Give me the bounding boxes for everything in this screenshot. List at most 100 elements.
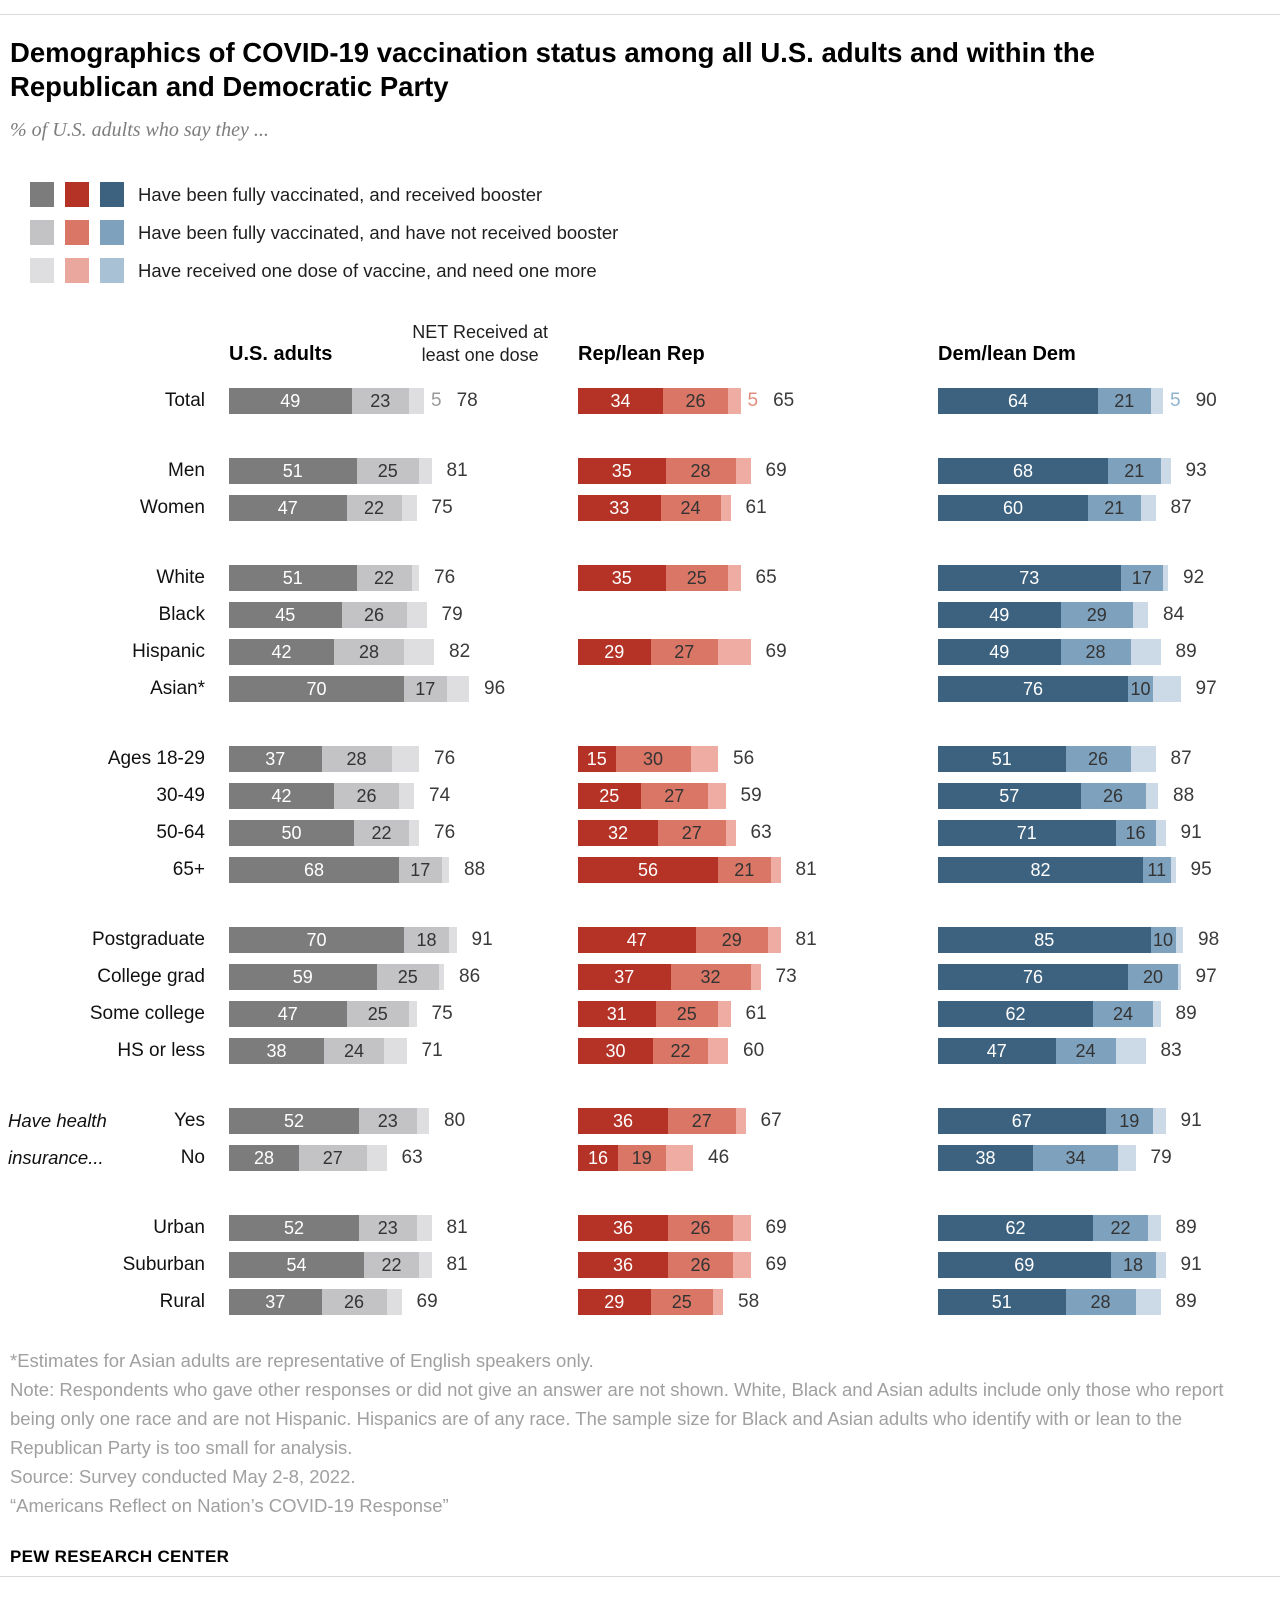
net-value: 91 — [1180, 822, 1202, 844]
row-label: Men — [168, 460, 205, 482]
bar-segment: 17 — [404, 676, 447, 703]
bar-segment: 57 — [938, 783, 1081, 810]
us-bar-cell: 28 27 63 — [205, 1145, 554, 1172]
column-headers: U.S. adults NET Received at least one do… — [10, 321, 1270, 366]
bar-segment: 45 — [229, 602, 342, 629]
us-stacked-bar: 42 26 — [229, 783, 414, 810]
net-value: 69 — [765, 460, 787, 482]
rep-stacked-bar: 30 22 — [578, 1038, 728, 1065]
rep-bar-cell: 37 32 73 — [554, 964, 914, 991]
net-value: 65 — [773, 390, 795, 412]
net-value: 63 — [401, 1147, 423, 1169]
dem-stacked-bar: 76 10 — [938, 676, 1181, 703]
us-stacked-bar: 37 26 — [229, 1289, 402, 1316]
us-stacked-bar: 70 17 — [229, 676, 469, 703]
bar-segment: 28 — [321, 746, 392, 773]
rep-stacked-bar: 35 25 — [578, 565, 741, 592]
net-value: 61 — [745, 497, 767, 519]
net-value: 76 — [434, 567, 456, 589]
us-stacked-bar: 51 25 — [229, 458, 432, 485]
bar-segment: 70 — [229, 676, 404, 703]
net-value: 93 — [1185, 460, 1207, 482]
bar-segment — [449, 927, 457, 954]
rep-bar-cell: 15 30 56 — [554, 746, 914, 773]
us-bar-cell: 38 24 71 — [205, 1038, 554, 1065]
bar-segment — [750, 964, 761, 991]
legend-swatch-red — [65, 258, 89, 284]
row-label: Suburban — [122, 1254, 205, 1276]
bar-segment: 42 — [229, 783, 334, 810]
net-value: 91 — [471, 929, 493, 951]
bar-segment: 10 — [1128, 676, 1153, 703]
row-label-cell: Ages 18-29 — [10, 746, 205, 772]
bar-segment: 22 — [356, 565, 412, 592]
bar-segment: 26 — [1080, 783, 1146, 810]
legend-swatch-blue — [100, 220, 124, 246]
page-title: Demographics of COVID-19 vaccination sta… — [10, 37, 1095, 102]
bar-segment: 18 — [1110, 1252, 1156, 1279]
bar-segment: 22 — [354, 820, 409, 847]
row-label: Women — [139, 497, 205, 519]
rep-stacked-bar: 47 29 — [578, 927, 781, 954]
bar-segment — [708, 1038, 728, 1065]
us-stacked-bar: 59 25 — [229, 964, 444, 991]
rep-bar-cell: 47 29 81 — [554, 927, 914, 954]
bar-segment: 22 — [1093, 1215, 1148, 1242]
net-value: 69 — [765, 641, 787, 663]
us-stacked-bar: 70 18 — [229, 927, 457, 954]
rep-bar-cell: 35 25 65 — [554, 565, 914, 592]
bar-segment: 33 — [578, 495, 661, 522]
net-value: 58 — [738, 1291, 760, 1313]
rep-bar-cell: 36 26 69 — [554, 1215, 914, 1242]
bar-segment — [728, 388, 741, 415]
row-label: College grad — [97, 966, 205, 988]
bar-segment — [1145, 783, 1158, 810]
net-value: 59 — [740, 785, 762, 807]
rep-stacked-bar: 34 26 — [578, 388, 741, 415]
row-label-cell: Men — [10, 458, 205, 484]
bar-segment: 25 — [578, 783, 641, 810]
net-value: 81 — [446, 1217, 468, 1239]
bar-segment — [409, 1001, 417, 1028]
one-dose-value: 5 — [747, 390, 759, 412]
bar-segment: 16 — [578, 1145, 618, 1172]
legend-swatch-red — [65, 220, 89, 246]
chart-row: Asian* 70 17 96 76 10 97 — [10, 676, 1270, 703]
bar-segment: 21 — [718, 857, 771, 884]
chart-row: Ages 18-29 37 28 76 15 30 56 51 26 87 — [10, 746, 1270, 773]
net-value: 89 — [1175, 641, 1197, 663]
bar-segment — [1118, 1145, 1136, 1172]
rep-stacked-bar: 35 28 — [578, 458, 751, 485]
chart-row: Women 47 22 75 33 24 61 60 21 87 — [10, 495, 1270, 522]
bar-segment: 29 — [695, 927, 768, 954]
legend-swatch-gray — [30, 182, 54, 208]
source-text: Source: Survey conducted May 2-8, 2022. — [10, 1466, 356, 1488]
bottom-divider — [0, 1576, 1280, 1578]
net-value: 46 — [708, 1147, 730, 1169]
bar-segment: 51 — [229, 458, 357, 485]
bar-segment — [1153, 1001, 1161, 1028]
dem-stacked-bar: 62 22 — [938, 1215, 1161, 1242]
bar-segment: 28 — [229, 1145, 299, 1172]
top-divider — [0, 14, 1280, 15]
row-label-cell: Asian* — [10, 676, 205, 702]
row-label: Total — [164, 390, 205, 412]
bar-segment: 51 — [229, 565, 357, 592]
bar-segment — [718, 639, 751, 666]
bar-segment: 27 — [299, 1145, 367, 1172]
bar-segment: 49 — [938, 602, 1061, 629]
dem-stacked-bar: 85 10 — [938, 927, 1183, 954]
row-label: 65+ — [172, 859, 205, 881]
bar-segment: 16 — [1115, 820, 1156, 847]
rep-header: Rep/lean Rep — [578, 343, 705, 366]
bar-segment: 59 — [229, 964, 377, 991]
bar-segment — [401, 495, 417, 522]
bar-segment: 36 — [578, 1108, 668, 1135]
legend-swatch-blue — [100, 182, 124, 208]
bar-segment: 37 — [229, 1289, 322, 1316]
chart-row: insurance... No 28 27 63 16 19 46 38 34 79 — [8, 1145, 1270, 1172]
net-value: 79 — [1150, 1147, 1172, 1169]
row-label: Hispanic — [132, 641, 205, 663]
bar-segment: 19 — [618, 1145, 666, 1172]
bar-segment — [419, 1252, 432, 1279]
